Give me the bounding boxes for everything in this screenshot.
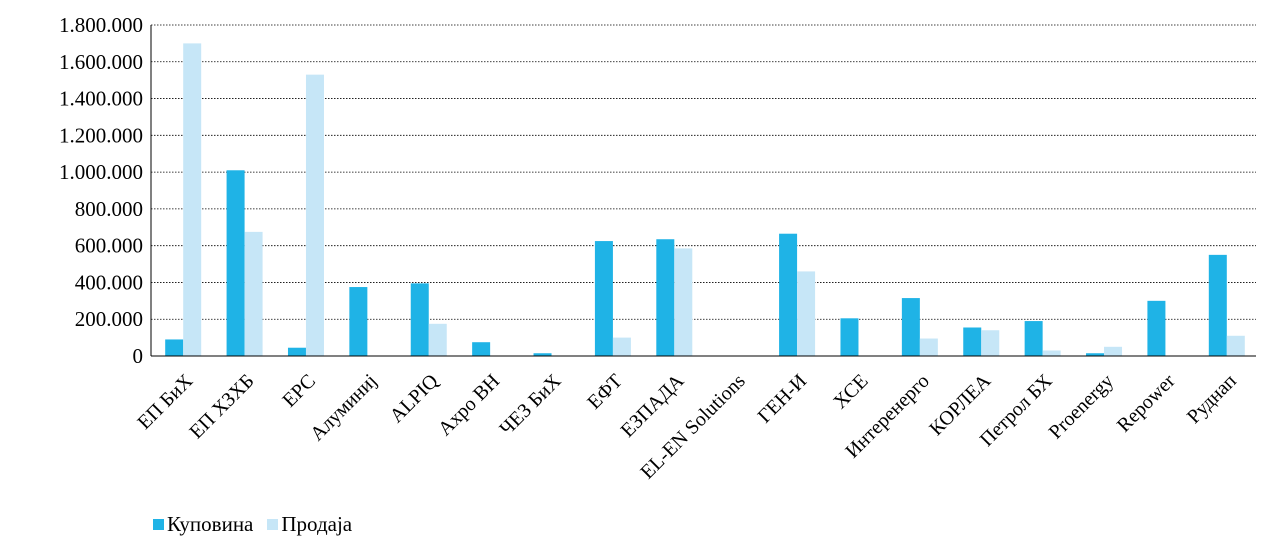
legend-label-series-1: Куповина (167, 512, 254, 536)
y-axis-tick-labels: 0 200.000 400.000 600.000 800.000 1.000.000 1.… (59, 13, 143, 368)
bar-series-2 (428, 323, 447, 356)
bar-series-1 (287, 347, 306, 356)
bar-series-1 (410, 283, 429, 356)
x-category-label: EL-EN Solutions (636, 370, 750, 484)
y-tick-label: 1.600.000 (59, 50, 143, 74)
y-tick-label: 1.800.000 (59, 13, 143, 37)
x-category-label: ЕФТ (583, 370, 627, 414)
bar-series-1 (349, 287, 368, 356)
x-category-label: Proenergy (1045, 370, 1118, 443)
bar-series-1 (1208, 254, 1227, 356)
bar-series-2 (305, 74, 324, 357)
bar-series-1 (226, 170, 245, 356)
x-category-label: ЕРС (278, 370, 320, 412)
bar-series-1 (594, 241, 613, 356)
gridlines (151, 24, 1256, 320)
bar-series-1 (1086, 353, 1105, 356)
legend-label-series-2: Продаја (281, 512, 353, 536)
bar-series-2 (244, 231, 263, 356)
x-category-label: ХСЕ (829, 370, 872, 413)
y-tick-label: 1.400.000 (59, 87, 143, 111)
legend-swatch-series-1 (153, 519, 164, 530)
x-category-label: Руднап (1183, 370, 1241, 428)
y-tick-label: 0 (133, 344, 144, 368)
bar-series-2 (183, 43, 202, 357)
bar-series-1 (656, 239, 675, 356)
legend-item-series-1: Куповина (153, 512, 253, 537)
bar-series-2 (981, 330, 1000, 356)
bar-series-2 (1042, 350, 1061, 356)
y-tick-label: 400.000 (75, 270, 143, 294)
bar-series-1 (779, 233, 798, 356)
bar-series-1 (472, 342, 491, 356)
x-category-label: ЧЕЗ БиХ (495, 370, 565, 440)
bar-series-2 (674, 248, 693, 356)
bar-series-2 (1104, 346, 1123, 356)
bar-series-1 (533, 353, 552, 356)
y-tick-label: 600.000 (75, 234, 143, 258)
x-category-label: Алуминиј (306, 370, 381, 445)
bar-series-2 (1226, 335, 1245, 356)
x-category-label: Axpo BH (434, 370, 504, 440)
bar-series-1 (1147, 300, 1166, 356)
bar-series-1 (1024, 321, 1043, 356)
legend-swatch-series-2 (267, 519, 279, 530)
bars (165, 43, 1245, 357)
y-tick-label: 1.000.000 (59, 160, 143, 184)
x-category-label: ЕП ХЗХБ (185, 370, 258, 443)
y-tick-label: 200.000 (75, 307, 143, 331)
bar-series-1 (901, 298, 920, 356)
legend-item-series-2: Продаја (267, 512, 352, 537)
axes (150, 25, 1256, 357)
bar-chart: 0 200.000 400.000 600.000 800.000 1.000.000 1.… (59, 13, 1256, 484)
legend: Куповина Продаја (153, 512, 352, 537)
bar-series-2 (919, 338, 938, 356)
x-category-label: ГЕН-И (754, 370, 812, 428)
bar-series-1 (963, 327, 982, 356)
bar-series-1 (165, 339, 184, 356)
y-tick-label: 1.200.000 (59, 123, 143, 147)
bar-series-2 (612, 337, 631, 356)
y-tick-label: 800.000 (75, 197, 143, 221)
bar-series-2 (797, 271, 816, 356)
bar-series-1 (840, 318, 859, 356)
x-category-label: ALPIQ (386, 370, 444, 428)
x-category-label: Repower (1113, 370, 1180, 437)
